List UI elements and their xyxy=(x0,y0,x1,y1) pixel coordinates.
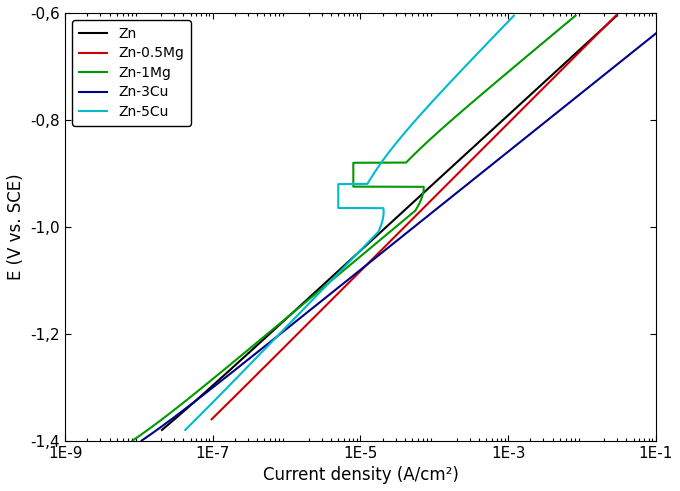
Zn-5Cu xyxy=(498,25,506,31)
Zn xyxy=(600,25,608,30)
Zn-1Mg xyxy=(422,140,430,146)
Zn-0.5Mg xyxy=(405,220,413,226)
Zn-3Cu xyxy=(166,417,174,423)
Zn-3Cu xyxy=(137,437,146,443)
Zn-5Cu xyxy=(426,101,435,107)
Zn-3Cu xyxy=(666,19,675,25)
Zn-1Mg xyxy=(444,120,452,126)
Zn-0.5Mg xyxy=(207,416,216,422)
Zn-5Cu xyxy=(375,225,384,231)
Zn-3Cu xyxy=(184,404,192,410)
Zn xyxy=(381,225,389,231)
Line: Zn-0.5Mg: Zn-0.5Mg xyxy=(211,16,616,419)
Zn xyxy=(158,427,166,433)
Zn xyxy=(369,237,377,243)
Zn-1Mg xyxy=(445,119,454,125)
Zn-1Mg xyxy=(565,18,573,24)
Zn-3Cu xyxy=(279,328,288,334)
Zn-1Mg xyxy=(129,437,137,443)
Zn xyxy=(182,406,190,412)
Legend: Zn, Zn-0.5Mg, Zn-1Mg, Zn-3Cu, Zn-5Cu: Zn, Zn-0.5Mg, Zn-1Mg, Zn-3Cu, Zn-5Cu xyxy=(72,20,190,126)
Zn-0.5Mg xyxy=(228,396,237,402)
Zn-0.5Mg xyxy=(526,99,534,105)
Zn-1Mg xyxy=(571,13,579,19)
Zn-0.5Mg xyxy=(612,13,620,19)
Y-axis label: E (V vs. SCE): E (V vs. SCE) xyxy=(7,173,25,280)
Zn-5Cu xyxy=(367,237,375,243)
Line: Zn-3Cu: Zn-3Cu xyxy=(141,22,670,440)
Zn-0.5Mg xyxy=(600,25,608,30)
Zn xyxy=(517,101,525,107)
Zn-0.5Mg xyxy=(600,25,608,30)
Zn-5Cu xyxy=(498,25,507,30)
Zn-5Cu xyxy=(203,406,211,412)
Line: Zn-5Cu: Zn-5Cu xyxy=(185,16,514,430)
Zn-3Cu xyxy=(303,310,311,316)
Line: Zn-1Mg: Zn-1Mg xyxy=(133,16,575,440)
Line: Zn: Zn xyxy=(162,16,617,430)
Zn-5Cu xyxy=(181,427,189,433)
Zn-1Mg xyxy=(508,66,516,72)
Zn-0.5Mg xyxy=(394,231,402,237)
Zn-3Cu xyxy=(227,370,235,376)
Zn-3Cu xyxy=(266,339,274,345)
Zn-5Cu xyxy=(510,13,518,19)
X-axis label: Current density (A/cm²): Current density (A/cm²) xyxy=(262,466,458,484)
Zn xyxy=(599,25,607,31)
Zn xyxy=(613,13,621,19)
Zn-1Mg xyxy=(568,15,577,21)
